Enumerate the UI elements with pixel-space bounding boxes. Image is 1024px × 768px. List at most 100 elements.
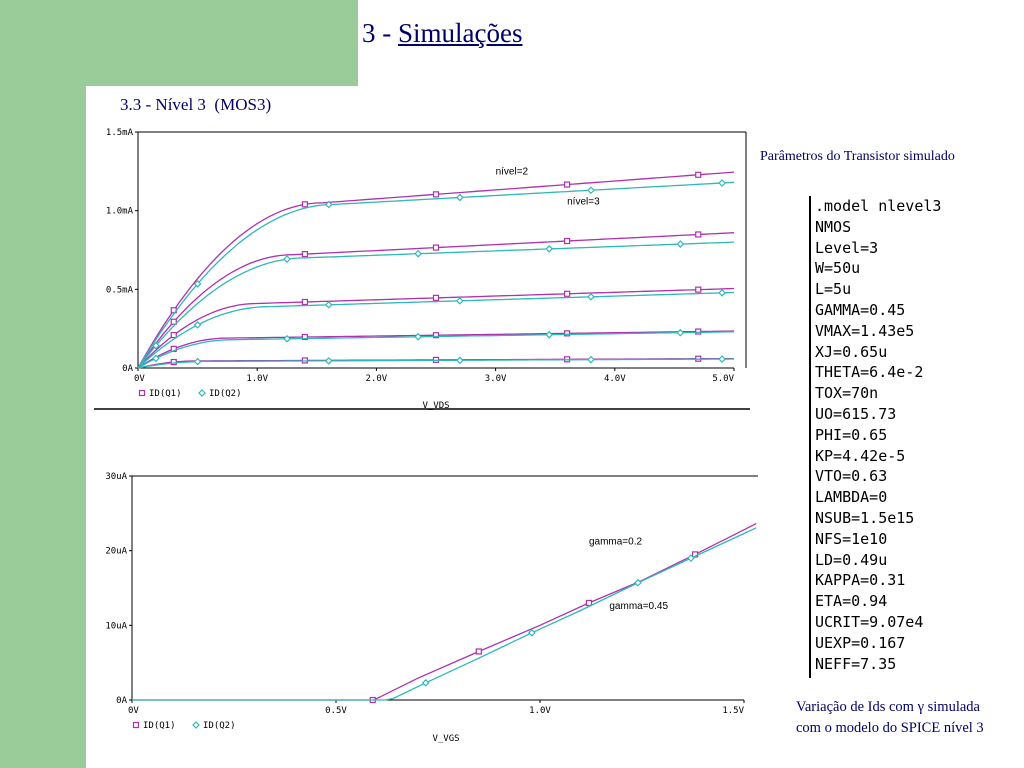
- green-side-band: [0, 0, 86, 768]
- q1-marker: [564, 181, 571, 188]
- q1-marker: [695, 171, 702, 178]
- q2-curve: [137, 331, 735, 369]
- x-tick-label: 3.0V: [485, 374, 507, 384]
- q1-marker: [564, 237, 571, 245]
- model-line: L=5u: [815, 280, 852, 299]
- q2-marker: [676, 328, 685, 337]
- q2-marker: [152, 354, 160, 363]
- q2-marker: [718, 179, 726, 187]
- x-tick-label: 1.5V: [722, 706, 744, 716]
- x-axis-title: V_VDS: [422, 401, 449, 411]
- q2-marker: [718, 288, 726, 297]
- q1-marker: [695, 328, 702, 335]
- gamma-caption-line1: Variação de Ids com γ simulada: [796, 699, 980, 715]
- q2-marker: [324, 357, 333, 365]
- q2-marker: [545, 330, 554, 339]
- q2-marker: [587, 186, 595, 195]
- model-line: W=50u: [815, 259, 861, 278]
- model-line: PHI=0.65: [815, 425, 888, 444]
- q2-marker: [527, 628, 536, 637]
- model-line: UCRIT=9.07e4: [815, 612, 924, 631]
- model-line: Level=3: [815, 238, 879, 257]
- q2-marker: [587, 292, 595, 301]
- q2-marker: [676, 240, 685, 248]
- q2-marker: [414, 249, 422, 258]
- q2-marker: [198, 389, 206, 397]
- x-tick-label: 2.0V: [366, 374, 388, 384]
- model-line: NEFF=7.35: [815, 654, 897, 673]
- q2-curve: [137, 358, 735, 369]
- q1-marker: [475, 648, 482, 655]
- q2-marker: [587, 355, 595, 364]
- curve-annotation: gamma=0.45: [609, 601, 668, 612]
- x-tick-label: 4.0V: [604, 374, 626, 384]
- y-tick-label: 20uA: [105, 547, 127, 557]
- q1-marker: [432, 332, 440, 339]
- q2-curve: [137, 241, 735, 369]
- gamma-caption-line2: com o modelo do SPICE nível 3: [796, 720, 984, 736]
- q2-marker: [324, 200, 333, 209]
- slide-title-text: Simulações: [398, 18, 523, 48]
- q2-curve: [137, 181, 735, 369]
- model-line: VTO=0.63: [815, 467, 888, 486]
- model-line: NSUB=1.5e15: [815, 508, 915, 527]
- model-line: KAPPA=0.31: [815, 571, 906, 590]
- legend-label: ID(Q2): [203, 721, 236, 731]
- q2-marker: [193, 280, 202, 288]
- x-tick-label: 5.0V: [712, 374, 734, 384]
- model-line: THETA=6.4e-2: [815, 363, 924, 382]
- curve-annotation: nível=3: [567, 196, 600, 207]
- q1-marker: [138, 389, 146, 397]
- q2-marker: [421, 678, 430, 687]
- q2-marker: [324, 300, 333, 309]
- slide-subtitle: 3.3 - Nível 3 (MOS3): [120, 95, 272, 114]
- model-line: GAMMA=0.45: [815, 300, 906, 319]
- y-tick-label: 0A: [116, 696, 127, 706]
- q2-curve: [137, 291, 735, 369]
- model-card: .model nlevel3 NMOS Level=3 W=50u L=5u G…: [809, 196, 985, 678]
- x-tick-label: 1.0V: [529, 706, 551, 716]
- model-line: ETA=0.94: [815, 592, 888, 611]
- model-line: UEXP=0.167: [815, 633, 906, 652]
- q1-marker: [564, 330, 571, 337]
- q2-marker: [545, 245, 554, 253]
- q1-marker: [432, 191, 440, 198]
- q2-marker: [193, 357, 202, 366]
- q2-marker: [455, 193, 464, 202]
- q2-marker: [718, 355, 726, 363]
- q2-marker: [634, 578, 642, 587]
- model-line: VMAX=1.43e5: [815, 321, 915, 340]
- q1-marker: [301, 201, 308, 208]
- model-line: LD=0.49u: [815, 550, 888, 569]
- q1-marker: [301, 333, 308, 341]
- q2-marker: [193, 321, 202, 329]
- q1-marker: [432, 244, 440, 251]
- model-line: TOX=70n: [815, 384, 879, 403]
- q1-marker: [170, 318, 177, 325]
- q2-curve: [132, 527, 757, 701]
- q2-marker: [192, 721, 200, 729]
- x-tick-label: 0V: [134, 374, 145, 384]
- q2-marker: [455, 296, 464, 305]
- q1-marker: [695, 286, 702, 293]
- q2-marker: [687, 554, 695, 562]
- q1-marker: [170, 358, 177, 366]
- curve-annotation: nível=2: [496, 166, 529, 177]
- curve-annotation: gamma=0.2: [589, 537, 643, 548]
- q1-marker: [432, 294, 440, 301]
- y-tick-label: 0.5mA: [106, 285, 134, 295]
- y-tick-label: 30uA: [105, 472, 127, 482]
- q1-marker: [564, 290, 571, 297]
- ids-vds-chart: 0V 1.0V 2.0V 3.0V 4.0V 5.0V 0A 0.5mA 1.0mA 1.5mA n…: [94, 128, 750, 411]
- model-line: NFS=1e10: [815, 529, 888, 548]
- params-caption: Parâmetros do Transistor simulado: [760, 149, 955, 164]
- model-line: .model nlevel3: [815, 197, 942, 215]
- x-tick-label: 0.5V: [325, 706, 347, 716]
- legend-label: ID(Q1): [143, 721, 176, 731]
- model-line: UO=615.73: [815, 404, 897, 423]
- y-tick-label: 0A: [122, 364, 133, 374]
- model-line: XJ=0.65u: [815, 342, 888, 361]
- q1-marker: [301, 251, 308, 258]
- ids-vgs-chart: 0V 0.5V 1.0V 1.5V 0A 10uA 20uA 30uA gamma=0.2 gam…: [105, 472, 758, 744]
- q2-marker: [455, 356, 464, 365]
